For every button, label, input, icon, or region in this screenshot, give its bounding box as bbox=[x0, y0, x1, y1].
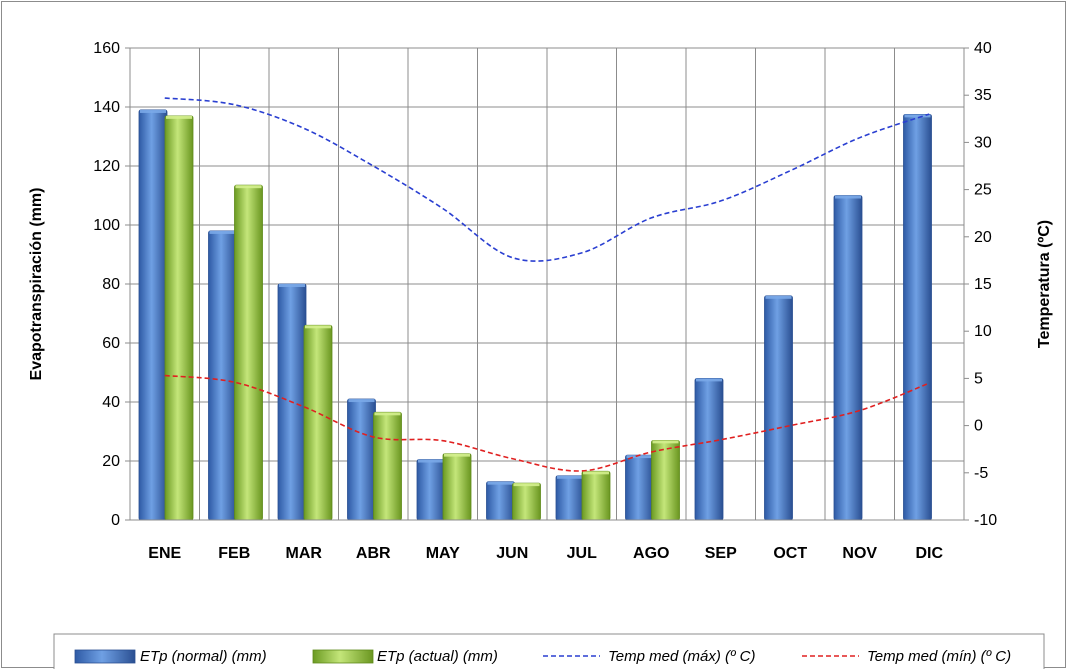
bar-cap bbox=[418, 459, 444, 463]
bar bbox=[694, 377, 724, 521]
y2-tick-label: 25 bbox=[974, 182, 992, 199]
y2-tick-label: 0 bbox=[974, 418, 983, 435]
y2-tick-label: -5 bbox=[974, 465, 988, 482]
bar-cap bbox=[765, 295, 792, 299]
y-tick-label: 160 bbox=[93, 40, 120, 57]
x-tick-label: OCT bbox=[773, 545, 807, 562]
y-tick-label: 120 bbox=[93, 158, 120, 175]
bar-cap bbox=[583, 471, 609, 475]
y-tick-label: 100 bbox=[93, 217, 120, 234]
y-tick-label: 80 bbox=[102, 276, 120, 293]
bar bbox=[347, 398, 376, 521]
bar bbox=[303, 324, 333, 521]
y2-axis-title: Temperatura (ºC) bbox=[1036, 220, 1053, 348]
bar-cap bbox=[487, 481, 514, 485]
bar-cap bbox=[140, 109, 166, 113]
bar-cap bbox=[835, 195, 861, 199]
y-tick-label: 0 bbox=[111, 512, 120, 529]
bar bbox=[764, 295, 793, 521]
bar bbox=[833, 195, 863, 521]
x-tick-label: JUL bbox=[567, 545, 597, 562]
y-tick-label: 20 bbox=[102, 453, 120, 470]
x-tick-label: NOV bbox=[842, 545, 877, 562]
bar-cap bbox=[557, 475, 583, 479]
y2-tick-label: 15 bbox=[974, 276, 992, 293]
bar-cap bbox=[348, 399, 375, 403]
bar-cap bbox=[305, 325, 331, 329]
y2-tick-label: 10 bbox=[974, 323, 992, 340]
y-tick-label: 60 bbox=[102, 335, 120, 352]
series-line bbox=[164, 97, 930, 262]
y2-tick-label: 40 bbox=[974, 40, 992, 57]
bar bbox=[581, 470, 611, 521]
x-tick-label: AGO bbox=[633, 545, 669, 562]
x-tick-label: ENE bbox=[148, 545, 181, 562]
legend-swatch bbox=[312, 649, 374, 664]
bar bbox=[651, 439, 680, 521]
bar bbox=[138, 109, 168, 521]
bar-cap bbox=[235, 185, 262, 189]
x-tick-label: MAR bbox=[286, 545, 323, 562]
legend: ETp (normal) (mm) ETp (actual) (mm) Temp m… bbox=[53, 633, 1045, 669]
y-tick-label: 40 bbox=[102, 394, 120, 411]
bar bbox=[164, 115, 194, 521]
legend-label: Temp med (máx) (º C) bbox=[608, 648, 755, 665]
bar bbox=[512, 482, 541, 521]
bar bbox=[373, 411, 402, 521]
bar-cap bbox=[444, 453, 470, 457]
bar-cap bbox=[904, 114, 931, 118]
legend-label: ETp (actual) (mm) bbox=[377, 648, 498, 665]
y-axis-title: Evapotranspiración (mm) bbox=[28, 188, 45, 381]
legend-label: Temp med (mín) (º C) bbox=[867, 648, 1011, 665]
x-tick-label: DIC bbox=[915, 545, 943, 562]
series-line bbox=[164, 374, 930, 472]
y2-tick-label: 5 bbox=[974, 370, 983, 387]
bars bbox=[138, 109, 932, 521]
lines bbox=[164, 97, 930, 472]
x-tick-label: MAY bbox=[426, 545, 460, 562]
legend-label: ETp (normal) (mm) bbox=[140, 648, 267, 665]
legend-swatch bbox=[74, 649, 136, 664]
y2-tick-label: 20 bbox=[974, 229, 992, 246]
bar bbox=[625, 454, 654, 521]
bar-cap bbox=[374, 412, 401, 416]
bar-cap bbox=[626, 455, 653, 459]
legend-box bbox=[53, 633, 1045, 669]
bar-cap bbox=[696, 378, 722, 382]
x-tick-label: ABR bbox=[356, 545, 391, 562]
bar-cap bbox=[166, 115, 192, 119]
bar bbox=[416, 459, 446, 521]
x-tick-label: FEB bbox=[218, 545, 250, 562]
bar bbox=[234, 184, 263, 521]
bar bbox=[486, 481, 515, 521]
y2-tick-label: 35 bbox=[974, 87, 992, 104]
bar-cap bbox=[652, 440, 679, 444]
x-tick-label: JUN bbox=[496, 545, 528, 562]
bar bbox=[555, 475, 585, 521]
x-tick-label: SEP bbox=[705, 545, 737, 562]
y2-tick-label: 30 bbox=[974, 134, 992, 151]
y-tick-label: 140 bbox=[93, 99, 120, 116]
bar-cap bbox=[279, 284, 305, 287]
bar bbox=[208, 230, 237, 521]
bar bbox=[903, 113, 932, 521]
y2-tick-label: -10 bbox=[974, 512, 997, 529]
bar bbox=[442, 453, 472, 521]
axes: 0 20 40 60 80 100 120 140 160 -10 -5 0 5 10 15 20 25 30 35… bbox=[28, 40, 1053, 562]
bar-cap bbox=[209, 230, 236, 234]
bar-cap bbox=[513, 483, 540, 487]
